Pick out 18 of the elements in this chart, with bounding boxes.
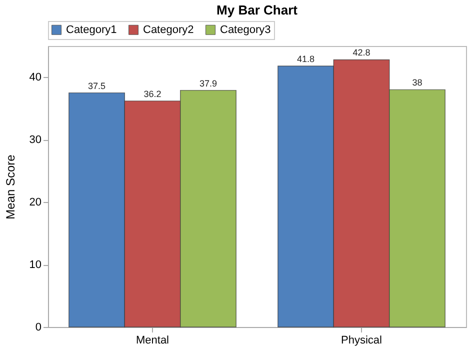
- y-tick-label: 0: [35, 322, 42, 334]
- legend-label: Category1: [66, 24, 117, 36]
- x-tick-label: Physical: [341, 334, 382, 346]
- y-tick-label: 30: [29, 134, 42, 146]
- y-tick-label: 10: [29, 259, 42, 272]
- y-tick-label: 20: [29, 196, 42, 209]
- legend-label: Category3: [220, 24, 271, 36]
- x-tick-label: Mental: [136, 334, 170, 346]
- legend-label: Category2: [143, 24, 194, 36]
- y-tick-label: 40: [29, 72, 42, 84]
- data-label: 38: [412, 78, 422, 88]
- data-label: 42.8: [352, 48, 370, 58]
- chart-title: My Bar Chart: [216, 2, 298, 18]
- data-label: 37.5: [88, 80, 106, 91]
- data-label: 37.9: [199, 78, 217, 88]
- data-label: 36.2: [144, 88, 162, 99]
- data-label: 41.8: [297, 54, 315, 64]
- y-axis-title: Mean Score: [3, 154, 18, 220]
